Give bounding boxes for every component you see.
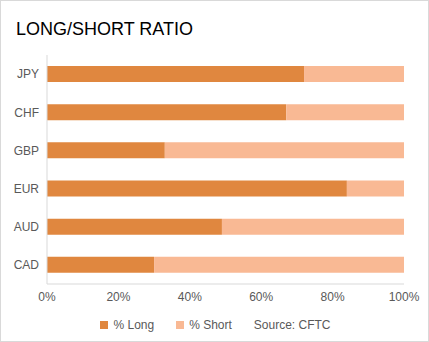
svg-text:60%: 60% [249, 290, 273, 304]
svg-text:100%: 100% [389, 290, 420, 304]
svg-text:CHF: CHF [14, 106, 39, 120]
svg-text:0%: 0% [38, 290, 56, 304]
html-text:% Short: % Short [189, 318, 232, 332]
svg-text:CAD: CAD [14, 258, 40, 272]
html-text:Source: CFTC: Source: CFTC [253, 318, 331, 332]
svg-text:EUR: EUR [14, 182, 40, 196]
svg-text:AUD: AUD [14, 220, 40, 234]
svg-text:20%: 20% [106, 290, 130, 304]
html-text:LONG/SHORT RATIO: LONG/SHORT RATIO [16, 19, 193, 39]
svg-text:JPY: JPY [17, 67, 39, 81]
svg-text:80%: 80% [321, 290, 345, 304]
html-text:% Long: % Long [113, 318, 155, 332]
svg-text:40%: 40% [178, 290, 202, 304]
svg-text:GBP: GBP [14, 144, 39, 158]
